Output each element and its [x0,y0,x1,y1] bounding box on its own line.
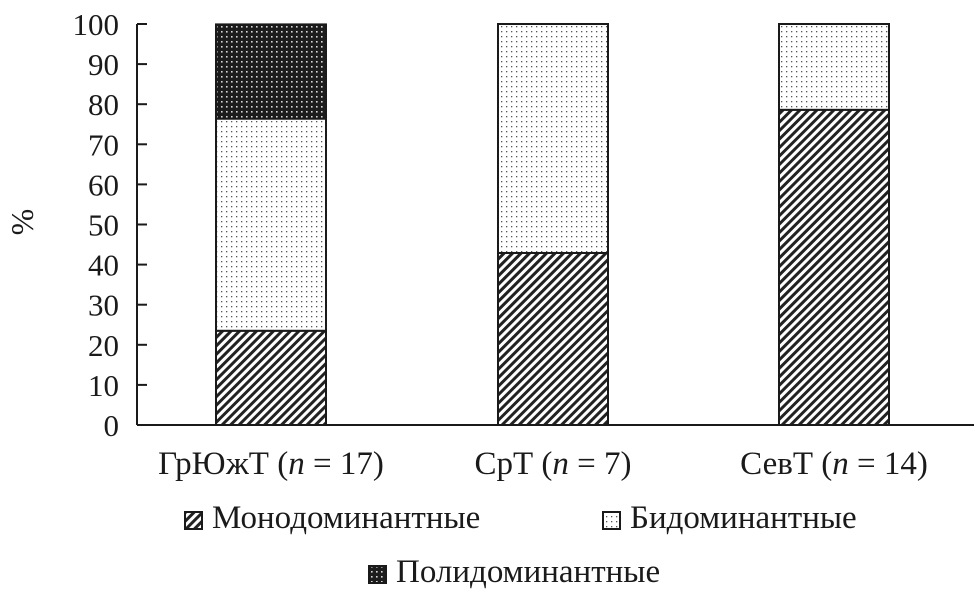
bar-segment-bi [497,23,609,254]
y-tick-label: 90 [88,47,119,82]
y-tick-label: 40 [88,248,119,283]
bar-segment-mono [497,251,609,426]
y-tick-label: 100 [73,7,120,42]
y-axis-title: % [4,209,40,236]
y-tick-label: 50 [88,208,119,243]
y-tick-label: 70 [88,127,119,162]
y-tick-label: 60 [88,167,119,202]
y-tick-label: 10 [88,368,119,403]
legend-label: Полидоминантные [396,554,660,590]
y-tick-label: 30 [88,288,119,323]
legend-item: Полидоминантные [368,554,660,590]
bar-segment-poly [215,23,327,120]
x-category-label: СевТ (n = 14) [740,446,928,482]
legend-swatch [368,565,387,584]
bar-segment-bi [215,117,327,332]
bar-segment-mono [215,329,327,427]
x-category-label: ГрЮжТ (n = 17) [158,446,384,482]
bars-group [215,23,890,427]
y-tick-label: 0 [104,408,120,443]
y-tick-label: 80 [88,87,119,122]
legend-swatch [602,511,621,530]
bar-segment-bi [778,23,890,111]
legend-item: Монодоминантные [184,500,480,536]
legend-item: Бидоминантные [602,500,857,536]
legend-swatch [184,511,203,530]
bar-segment-mono [778,108,890,427]
y-axis-ticks: 0 10 20 30 40 50 60 70 80 90 100 [73,7,147,443]
legend-label: Бидоминантные [630,500,857,536]
plot-area: 0 10 20 30 40 50 60 70 80 90 100 [73,7,974,443]
legend-label: Монодоминантные [212,500,480,536]
legend: Монодоминантные Бидоминантные Полидоминант… [184,500,857,590]
y-tick-label: 20 [88,328,119,363]
x-axis-labels: ГрЮжТ (n = 17) СрТ (n = 7) СевТ (n = 14) [158,446,928,482]
x-category-label: СрТ (n = 7) [474,446,631,482]
